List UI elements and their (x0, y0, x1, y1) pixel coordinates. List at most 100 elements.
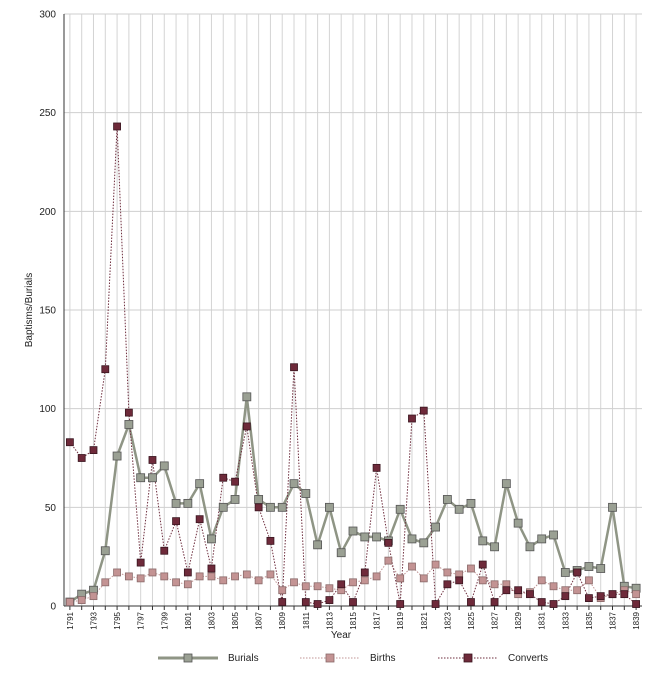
data-point-births[interactable] (207, 572, 216, 581)
data-point-burials[interactable] (513, 518, 523, 528)
data-point-births[interactable] (349, 578, 357, 587)
data-point-converts[interactable] (514, 586, 523, 595)
data-point-births[interactable] (360, 576, 369, 585)
legend-item-burials[interactable]: Burials (156, 648, 259, 668)
data-point-births[interactable] (65, 598, 74, 606)
data-point-burials[interactable] (136, 473, 146, 483)
data-point-converts[interactable] (349, 598, 357, 606)
data-point-births[interactable] (408, 562, 416, 571)
data-point-births[interactable] (89, 592, 98, 601)
data-point-burials[interactable] (584, 562, 594, 571)
data-point-converts[interactable] (160, 546, 169, 555)
data-point-converts[interactable] (219, 473, 228, 482)
data-point-births[interactable] (172, 578, 180, 587)
data-point-births[interactable] (537, 576, 546, 585)
data-point-births[interactable] (384, 556, 393, 565)
data-point-converts[interactable] (608, 590, 617, 599)
data-point-burials[interactable] (254, 495, 264, 504)
data-point-converts[interactable] (65, 438, 74, 447)
data-point-converts[interactable] (596, 592, 605, 601)
data-point-converts[interactable] (313, 600, 322, 608)
data-point-births[interactable] (301, 582, 310, 591)
data-point-converts[interactable] (467, 598, 475, 606)
data-point-births[interactable] (219, 576, 228, 585)
data-point-burials[interactable] (596, 564, 606, 573)
data-point-converts[interactable] (77, 454, 86, 462)
data-point-burials[interactable] (242, 392, 252, 402)
data-point-burials[interactable] (124, 420, 134, 429)
data-point-births[interactable] (431, 560, 440, 569)
data-point-converts[interactable] (242, 422, 251, 431)
data-point-converts[interactable] (384, 538, 393, 547)
data-point-births[interactable] (467, 564, 475, 573)
data-point-converts[interactable] (419, 406, 428, 415)
data-point-burials[interactable] (266, 502, 275, 512)
data-point-converts[interactable] (301, 598, 310, 606)
data-point-births[interactable] (290, 578, 298, 587)
data-point-births[interactable] (278, 586, 287, 595)
data-point-converts[interactable] (478, 560, 487, 569)
data-point-converts[interactable] (490, 598, 499, 606)
data-point-converts[interactable] (537, 598, 546, 606)
data-point-converts[interactable] (124, 408, 133, 417)
data-point-births[interactable] (124, 572, 133, 581)
data-point-burials[interactable] (501, 479, 511, 489)
data-point-burials[interactable] (195, 479, 205, 489)
data-point-births[interactable] (396, 574, 405, 583)
data-point-births[interactable] (419, 574, 428, 583)
data-point-converts[interactable] (408, 414, 416, 423)
data-point-burials[interactable] (230, 495, 240, 504)
data-point-births[interactable] (254, 576, 263, 585)
data-point-burials[interactable] (112, 451, 122, 461)
data-point-burials[interactable] (537, 534, 547, 544)
data-point-burials[interactable] (466, 498, 476, 508)
data-point-burials[interactable] (419, 538, 429, 548)
data-point-converts[interactable] (148, 456, 157, 464)
data-point-births[interactable] (113, 568, 121, 577)
data-point-burials[interactable] (289, 479, 299, 489)
data-point-burials[interactable] (148, 473, 157, 483)
data-point-converts[interactable] (443, 580, 452, 589)
data-point-births[interactable] (325, 584, 334, 593)
data-point-converts[interactable] (561, 592, 570, 601)
data-point-burials[interactable] (360, 532, 370, 542)
data-point-burials[interactable] (100, 546, 110, 556)
data-point-converts[interactable] (455, 576, 464, 585)
data-point-burials[interactable] (372, 532, 381, 542)
legend-item-converts[interactable]: Converts (436, 648, 548, 668)
data-point-births[interactable] (313, 582, 322, 591)
data-point-converts[interactable] (172, 517, 180, 526)
data-point-converts[interactable] (549, 600, 558, 608)
data-point-burials[interactable] (478, 536, 488, 546)
data-point-converts[interactable] (431, 600, 440, 608)
data-point-burials[interactable] (301, 489, 311, 498)
data-point-burials[interactable] (171, 498, 181, 508)
data-point-burials[interactable] (395, 504, 405, 514)
data-point-burials[interactable] (207, 534, 216, 544)
data-point-converts[interactable] (183, 568, 192, 577)
data-point-converts[interactable] (325, 596, 334, 604)
data-point-converts[interactable] (278, 598, 287, 606)
data-point-burials[interactable] (313, 540, 323, 550)
data-point-births[interactable] (101, 578, 110, 587)
data-point-births[interactable] (77, 596, 86, 604)
data-point-burials[interactable] (325, 502, 334, 512)
data-point-burials[interactable] (490, 542, 499, 552)
data-point-converts[interactable] (195, 515, 204, 524)
data-point-births[interactable] (136, 574, 145, 583)
data-point-burials[interactable] (454, 504, 464, 514)
data-point-burials[interactable] (183, 498, 193, 508)
data-point-burials[interactable] (348, 526, 358, 536)
data-point-births[interactable] (573, 586, 582, 595)
data-point-births[interactable] (632, 590, 641, 599)
data-point-converts[interactable] (502, 586, 511, 595)
legend-item-births[interactable]: Births (298, 648, 396, 668)
data-point-births[interactable] (266, 570, 275, 579)
data-point-converts[interactable] (136, 558, 145, 567)
data-point-burials[interactable] (218, 502, 228, 512)
data-point-burials[interactable] (336, 548, 346, 558)
data-point-burials[interactable] (560, 568, 570, 577)
data-point-births[interactable] (372, 572, 381, 581)
data-point-burials[interactable] (525, 542, 535, 552)
data-point-converts[interactable] (207, 564, 216, 573)
